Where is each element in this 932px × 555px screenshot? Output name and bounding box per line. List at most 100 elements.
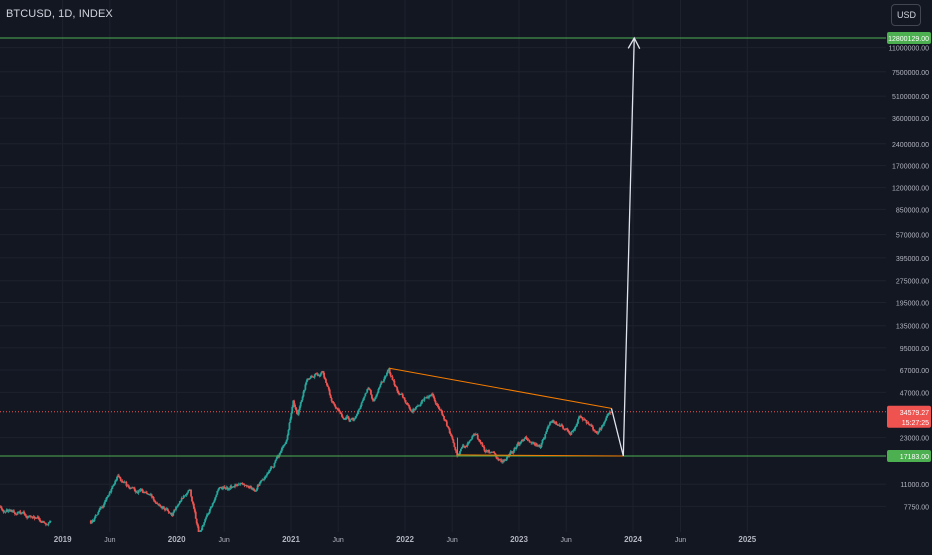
candle-body bbox=[372, 400, 375, 402]
x-tick-label: Jun bbox=[104, 537, 115, 544]
candle-body bbox=[604, 420, 607, 422]
candle-body bbox=[40, 521, 43, 523]
candle-body bbox=[180, 498, 183, 501]
candle-body bbox=[103, 501, 106, 505]
candle-body bbox=[606, 415, 608, 418]
candle-body bbox=[177, 503, 180, 506]
candle-body bbox=[538, 444, 541, 448]
projection-path[interactable] bbox=[610, 37, 635, 457]
candle-body bbox=[395, 386, 398, 388]
candle-body bbox=[305, 381, 308, 385]
candle-body bbox=[109, 491, 112, 493]
candle-body bbox=[474, 433, 476, 435]
candle-body bbox=[152, 496, 155, 500]
candle-body bbox=[443, 415, 445, 420]
y-tick-label: 67000.00 bbox=[900, 368, 929, 375]
candle-body bbox=[512, 451, 515, 454]
candle-body bbox=[524, 436, 527, 439]
candle-body bbox=[299, 402, 302, 407]
candle-body bbox=[409, 408, 412, 411]
candle-body bbox=[331, 401, 334, 403]
candle-body bbox=[393, 380, 396, 385]
time-axis[interactable] bbox=[0, 532, 886, 550]
candle-body bbox=[300, 400, 303, 403]
candle-body bbox=[522, 439, 525, 441]
candle-body bbox=[356, 412, 359, 415]
candle-body bbox=[266, 474, 268, 476]
candle-body bbox=[575, 425, 578, 427]
candle-body bbox=[506, 455, 509, 458]
candle-body bbox=[289, 418, 292, 423]
candle-body bbox=[520, 439, 523, 442]
candle-body bbox=[118, 476, 121, 479]
candle-body bbox=[446, 425, 449, 427]
candle-body bbox=[312, 376, 315, 378]
candle-body bbox=[30, 516, 33, 518]
candle-body bbox=[22, 511, 25, 513]
candle-body bbox=[526, 439, 529, 440]
candle-body bbox=[39, 519, 42, 522]
candle-body bbox=[347, 416, 350, 420]
candle-body bbox=[598, 428, 601, 432]
candle-body bbox=[232, 486, 235, 488]
candle-body bbox=[137, 490, 140, 494]
candle-body bbox=[376, 392, 379, 395]
candle-body bbox=[99, 507, 102, 510]
candle-body bbox=[250, 486, 252, 488]
candle-body bbox=[25, 515, 28, 518]
candle-body bbox=[203, 522, 206, 526]
candle-body bbox=[155, 502, 158, 504]
candle-body bbox=[145, 492, 147, 494]
candle-body bbox=[424, 397, 427, 399]
candle-body bbox=[296, 410, 298, 414]
candle-body bbox=[548, 425, 550, 427]
candle-body bbox=[123, 481, 126, 483]
y-tick-label: 1200000.00 bbox=[892, 186, 929, 193]
candle-body bbox=[431, 394, 434, 396]
candle-body bbox=[382, 381, 385, 383]
candle-body bbox=[306, 378, 309, 382]
candle-body bbox=[594, 430, 597, 433]
candle-body bbox=[252, 488, 255, 491]
y-tick-label: 135000.00 bbox=[896, 324, 929, 331]
candle-body bbox=[275, 458, 278, 461]
candle-body bbox=[277, 455, 280, 458]
candle-body bbox=[501, 461, 504, 462]
candle-body bbox=[496, 458, 499, 460]
currency-button[interactable]: USD bbox=[891, 4, 921, 26]
candle-body bbox=[420, 401, 423, 405]
candle-body bbox=[599, 428, 602, 430]
candle-body bbox=[505, 457, 508, 460]
candle-body bbox=[102, 506, 104, 508]
candle-body bbox=[301, 396, 304, 401]
candle-body bbox=[365, 392, 368, 394]
candle-body bbox=[400, 393, 403, 395]
candle-body bbox=[504, 459, 507, 461]
candle-body bbox=[535, 443, 538, 446]
candle-body bbox=[408, 405, 411, 409]
candle-body bbox=[404, 400, 407, 404]
candle-body bbox=[264, 476, 266, 479]
trend-line[interactable] bbox=[457, 454, 624, 457]
candle-body bbox=[156, 503, 159, 505]
candle-body bbox=[200, 530, 203, 531]
candle-body bbox=[609, 411, 612, 414]
candle-body bbox=[339, 411, 341, 413]
candle-body bbox=[100, 507, 103, 509]
candle-body bbox=[322, 371, 325, 373]
candle-body bbox=[475, 434, 478, 435]
candle-body bbox=[141, 489, 144, 492]
candle-body bbox=[212, 502, 215, 504]
candle-body bbox=[19, 511, 22, 515]
y-tick-label: 7750.00 bbox=[904, 504, 929, 511]
y-tick-label: 11000000.00 bbox=[889, 46, 929, 53]
price-axis[interactable] bbox=[886, 0, 932, 550]
candle-body bbox=[390, 376, 393, 377]
trend-line[interactable] bbox=[388, 367, 612, 409]
candle-body bbox=[5, 509, 8, 512]
candle-body bbox=[497, 458, 500, 461]
y-tick-label: 5100000.00 bbox=[892, 94, 929, 101]
candle-body bbox=[127, 485, 130, 487]
